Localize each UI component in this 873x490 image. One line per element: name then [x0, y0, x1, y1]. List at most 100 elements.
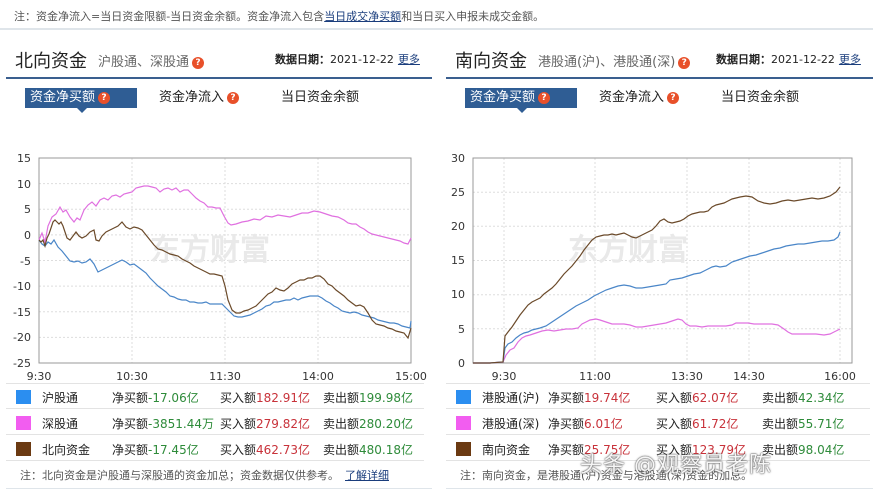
label: 买入额 — [656, 391, 693, 405]
date-value: 2021-12-22 — [330, 53, 394, 66]
south-more-link[interactable]: 更多 — [838, 53, 861, 66]
help-icon[interactable]: ? — [538, 91, 551, 104]
help-icon[interactable]: ? — [227, 91, 240, 104]
legend-row: 港股通(沪) 净买额19.74亿 买入额62.07亿 卖出额42.34亿 — [446, 383, 870, 409]
legend-name: 港股通(深) — [482, 417, 540, 431]
buy-cell: 买入额279.82亿 — [220, 415, 310, 432]
svg-text:10: 10 — [17, 178, 31, 191]
svg-text:13:30: 13:30 — [671, 370, 703, 383]
tab-net-inflow[interactable]: 资金净流入? — [159, 88, 240, 108]
net-buy-cell: 净买额25.75亿 — [548, 441, 630, 458]
help-icon[interactable]: ? — [667, 91, 680, 104]
svg-text:14:00: 14:00 — [302, 370, 334, 383]
south-subtitle-text: 港股通(沪)、港股通(深) — [538, 55, 676, 70]
label: 净买额 — [112, 417, 149, 431]
tab-net-buy[interactable]: 资金净买额? — [465, 88, 577, 113]
label: 卖出额 — [323, 443, 360, 457]
north-chart: 东方财富 15 10 5 0 -5 -10 -15 -20 -25 9:30 10:30 11:… — [0, 118, 432, 391]
north-subtitle: 沪股通、深股通? — [98, 51, 205, 70]
value: 6.01亿 — [584, 417, 623, 431]
value: 182.91亿 — [256, 391, 311, 405]
grid — [39, 158, 411, 363]
help-icon[interactable]: ? — [98, 91, 111, 104]
date-label: 数据日期： — [275, 53, 330, 66]
tab-daily-balance[interactable]: 当日资金余额 — [281, 88, 359, 108]
value: 42.34亿 — [798, 391, 845, 405]
svg-text:5: 5 — [24, 203, 31, 216]
date-label: 数据日期： — [716, 53, 771, 66]
svg-text:10:30: 10:30 — [116, 370, 148, 383]
sell-cell: 卖出额480.18亿 — [323, 441, 413, 458]
tab-label: 当日资金余额 — [721, 90, 800, 105]
label: 卖出额 — [762, 443, 799, 457]
south-footnote: 注：南向资金，是港股通(沪)资金与港股通(深)资金的加总。 — [460, 467, 752, 483]
svg-text:-5: -5 — [20, 255, 31, 268]
top-note-bar: 注：资金净流入=当日资金限额-当日资金余额。资金净流入包含当日成交净买额和当日买… — [0, 0, 873, 30]
learn-more-link[interactable]: 了解详细 — [345, 469, 389, 482]
legend-name: 南向资金 — [482, 443, 531, 457]
value: -17.45亿 — [148, 443, 199, 457]
color-swatch — [16, 390, 31, 404]
net-buy-link[interactable]: 当日成交净买额 — [324, 10, 402, 23]
tab-net-buy[interactable]: 资金净买额? — [25, 88, 137, 113]
help-icon[interactable]: ? — [678, 56, 691, 69]
south-title: 南向资金 — [455, 51, 527, 72]
south-chart: 东方财富 30 25 20 15 10 5 0 9:30 11:00 13:30 14:30… — [440, 118, 873, 391]
north-more-link[interactable]: 更多 — [397, 53, 420, 66]
legend-row: 港股通(深) 净买额6.01亿 买入额61.72亿 卖出额55.71亿 — [446, 409, 870, 435]
svg-text:15: 15 — [17, 152, 31, 165]
svg-text:0: 0 — [24, 229, 31, 242]
svg-text:16:00: 16:00 — [824, 370, 856, 383]
svg-text:0: 0 — [458, 357, 465, 370]
legend-name: 沪股通 — [42, 391, 79, 405]
svg-text:-25: -25 — [13, 357, 31, 370]
north-subtitle-text: 沪股通、深股通 — [98, 55, 190, 70]
tab-net-inflow[interactable]: 资金净流入? — [599, 88, 680, 108]
svg-text:25: 25 — [451, 186, 465, 199]
label: 买入额 — [220, 443, 257, 457]
legend-name: 北向资金 — [42, 443, 91, 457]
svg-text:30: 30 — [451, 152, 465, 165]
svg-text:15: 15 — [451, 254, 465, 267]
label: 净买额 — [548, 417, 585, 431]
svg-text:20: 20 — [451, 220, 465, 233]
overlay-watermark: 头条 @观察员老陈 — [580, 453, 772, 478]
svg-text:5: 5 — [458, 323, 465, 336]
value: 462.73亿 — [256, 443, 311, 457]
footer-divider — [6, 488, 432, 489]
svg-text:11:00: 11:00 — [579, 370, 611, 383]
footer-divider — [446, 488, 873, 489]
value: 199.98亿 — [359, 391, 414, 405]
plot-frame — [472, 157, 853, 364]
south-panel: 南向资金 港股通(沪)、港股通(深)? 数据日期：2021-12-22 更多 资金… — [440, 30, 873, 490]
net-buy-cell: 净买额-17.45亿 — [112, 441, 199, 458]
south-line-chart: 东方财富 30 25 20 15 10 5 0 9:30 11:00 13:30 14:30… — [451, 152, 856, 383]
series-southbound — [473, 186, 841, 364]
north-title: 北向资金 — [15, 51, 87, 72]
svg-text:-20: -20 — [13, 331, 31, 344]
value: 123.79亿 — [692, 443, 747, 457]
south-date: 数据日期：2021-12-22 更多 — [716, 51, 861, 67]
svg-text:9:30: 9:30 — [27, 370, 52, 383]
tab-daily-balance[interactable]: 当日资金余额 — [721, 88, 799, 108]
series-northbound — [38, 219, 412, 340]
legend-name: 港股通(沪) — [482, 391, 540, 405]
tab-label: 资金净流入 — [159, 90, 225, 105]
value: 61.72亿 — [692, 417, 739, 431]
series-hk-sz — [473, 318, 841, 364]
label: 卖出额 — [762, 417, 799, 431]
net-buy-cell: 净买额-17.06亿 — [112, 389, 199, 406]
label: 净买额 — [112, 391, 149, 405]
sell-cell: 卖出额280.20亿 — [323, 415, 413, 432]
value: 19.74亿 — [584, 391, 631, 405]
value: -3851.44万 — [148, 417, 214, 431]
south-subtitle: 港股通(沪)、港股通(深)? — [538, 51, 691, 70]
color-swatch — [16, 416, 31, 430]
series-shenzhen — [38, 185, 412, 245]
value: 279.82亿 — [256, 417, 311, 431]
net-buy-cell: 净买额-3851.44万 — [112, 415, 214, 432]
value: 55.71亿 — [798, 417, 845, 431]
help-icon[interactable]: ? — [192, 56, 205, 69]
label: 买入额 — [220, 417, 257, 431]
north-panel: 北向资金 沪股通、深股通? 数据日期：2021-12-22 更多 资金净买额? 资… — [0, 30, 432, 490]
